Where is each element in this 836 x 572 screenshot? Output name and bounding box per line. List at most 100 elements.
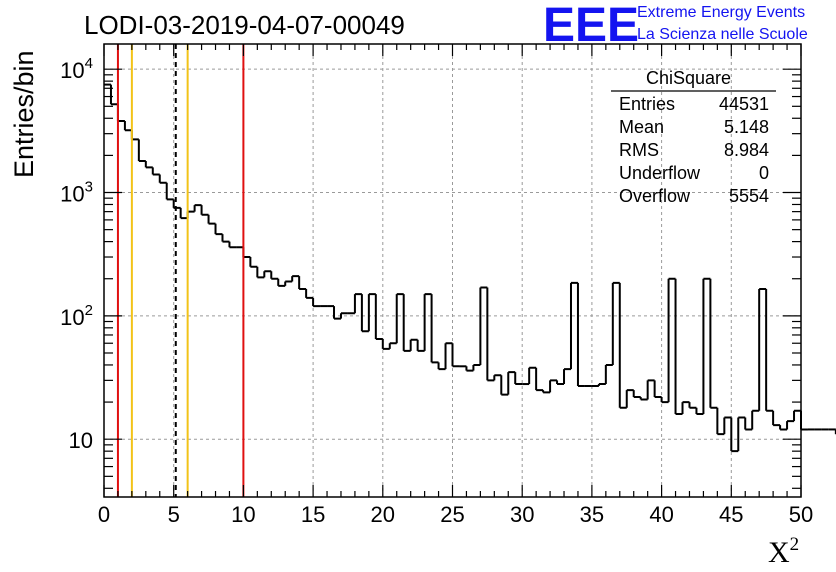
histogram-bin (500, 375, 509, 396)
histogram-bin (137, 139, 146, 163)
histogram-bin (312, 297, 321, 308)
histogram-bin (556, 380, 565, 386)
y-tick-labels: 10 102 103 104 (60, 55, 93, 453)
histogram-bin (367, 293, 376, 332)
histogram-bin (535, 367, 544, 392)
histogram-bin (618, 282, 627, 409)
histogram-bin (360, 294, 369, 333)
histogram-bin (186, 210, 195, 219)
histogram-bin (256, 266, 265, 279)
stats-rows: Entries 44531 Mean 5.148 RMS 8.984 Underflow 0 O… (619, 94, 769, 206)
histogram-bin (660, 396, 669, 404)
x-tick-label: 35 (580, 502, 604, 527)
histogram-bin (493, 374, 502, 381)
y-tick-label: 102 (60, 302, 93, 330)
histogram-bin (179, 207, 188, 220)
histogram-bin (374, 294, 383, 340)
stats-label: Mean (619, 117, 664, 137)
histogram-bin (625, 389, 634, 408)
histogram-bin (744, 417, 753, 431)
y-tick-label: 104 (60, 55, 93, 83)
histogram-bin (263, 270, 272, 278)
histogram-bin (109, 84, 118, 106)
stats-label: RMS (619, 140, 659, 160)
histogram-bin (528, 366, 537, 385)
histogram-bin (772, 410, 781, 427)
histogram-bin (751, 409, 760, 430)
histogram-bin (758, 288, 767, 411)
histogram-bin (646, 379, 655, 400)
x-tick-label: 40 (649, 502, 673, 527)
histogram-bin (472, 363, 481, 371)
eee-brand: EEE Extreme Energy Events La Scienza nel… (543, 0, 808, 52)
histogram-bin (221, 234, 230, 243)
histogram-bin (193, 204, 202, 212)
y-tick-label: 10 (69, 428, 93, 453)
histogram-bin (737, 416, 746, 452)
stats-value: 5.148 (724, 117, 769, 137)
histogram-bin (305, 289, 314, 299)
histogram-bin (416, 339, 425, 352)
histogram-bin (423, 293, 432, 351)
histogram-bin (549, 379, 558, 393)
chart-title: LODI-03-2019-04-07-00049 (84, 10, 405, 40)
histogram-bin (144, 161, 153, 169)
x-tick-label: 30 (510, 502, 534, 527)
histogram-bin (207, 214, 216, 225)
stats-value: 8.984 (724, 140, 769, 160)
x-tick-label: 25 (440, 502, 464, 527)
histogram-bin (130, 130, 139, 141)
stats-box: ChiSquare Entries 44531 Mean 5.148 RMS 8.984 U… (611, 68, 776, 206)
histogram-bin (702, 277, 711, 415)
histogram-bin (765, 289, 774, 412)
histogram-bin (569, 281, 578, 370)
y-axis-label: Entries/bin (9, 50, 39, 178)
histogram-bin (228, 241, 237, 249)
histogram-bin (298, 276, 307, 291)
histogram-bin (653, 380, 662, 398)
histogram-bin (123, 121, 132, 132)
x-tick-label: 45 (719, 502, 743, 527)
stats-label: Overflow (619, 186, 691, 206)
histogram-bin (151, 167, 160, 176)
histogram-bin (800, 410, 808, 431)
grid-lines (104, 44, 801, 497)
histogram-bin (514, 372, 523, 386)
histogram-bin (284, 280, 293, 286)
histogram-bin (542, 390, 551, 394)
axis-ticks (103, 44, 802, 497)
histogram-bin (695, 407, 704, 416)
stats-value: 0 (759, 163, 769, 183)
histogram-bin (681, 401, 690, 415)
x-tick-labels: 0 5 10 15 20 25 30 35 40 45 50 (98, 502, 813, 527)
histogram-bin (688, 402, 697, 409)
histogram-bin (639, 396, 648, 401)
histogram-bin (409, 338, 418, 351)
histogram-bin (716, 407, 725, 436)
histogram-bin (165, 182, 174, 201)
x-tick-label: 20 (371, 502, 395, 527)
histogram-bin (479, 286, 488, 365)
histogram-bin (786, 420, 795, 430)
histogram-bin (611, 281, 620, 365)
histogram-bin (576, 282, 585, 388)
histogram-bin (242, 247, 251, 259)
histogram-bin (632, 390, 641, 398)
histogram-bin (339, 312, 348, 319)
histogram-bin (507, 371, 516, 395)
histogram-bin (730, 417, 739, 453)
histogram-bin (723, 416, 732, 435)
histogram-bin (395, 293, 404, 344)
brand-line-2: La Scienza nelle Scuole (637, 26, 808, 43)
reference-lines (116, 44, 245, 497)
histogram-bin (270, 271, 279, 280)
histogram-bin (674, 278, 683, 416)
histogram-bin (437, 362, 446, 371)
histogram-bin (444, 342, 453, 370)
histogram-bin (381, 338, 390, 350)
histogram-bin (277, 278, 286, 287)
x-axis-label: X2 (768, 534, 799, 569)
histogram-bin (430, 294, 439, 364)
histogram-bin (200, 205, 209, 216)
